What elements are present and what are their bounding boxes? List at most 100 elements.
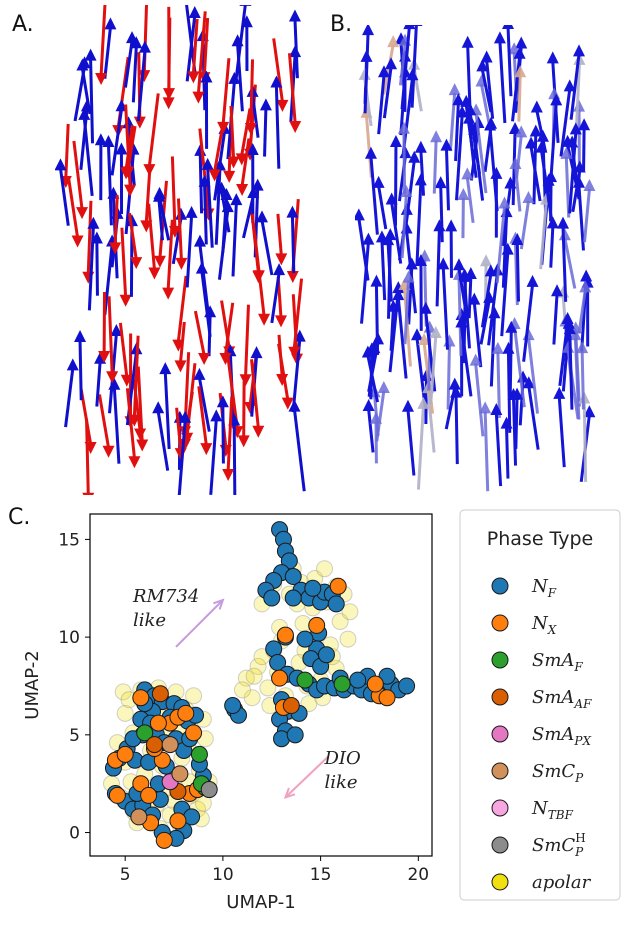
dipole-arrow [143,93,160,177]
dipole-arrow [123,31,139,88]
x-tick-label: 15 [310,865,332,885]
dipole-arrow [362,25,375,114]
dipole-arrow [255,210,274,276]
dipole-arrow [388,281,405,373]
dipole-arrow [519,190,535,250]
dipole-arrow [198,174,211,245]
scatter-point [308,616,326,634]
dipole-arrow [511,232,524,302]
dipole-arrow [444,377,461,430]
dipole-arrow [147,203,161,280]
dipole-arrow [84,48,97,144]
scatter-point [263,589,281,607]
dipole-arrow [168,156,181,238]
dipole-arrow [382,35,400,95]
dipole-arrow [400,25,416,110]
dipole-arrow [64,358,79,428]
dipole-arrow [106,296,119,384]
scatter-point [155,831,173,849]
dipole-arrow [136,366,149,452]
dipole-arrow [193,310,211,365]
dipole-arrow [370,274,383,355]
scatter-point [132,775,150,793]
dipole-arrow [553,386,566,468]
dipole-arrow [400,185,413,259]
dipole-arrow [227,105,240,169]
dipole-arrow [102,134,115,226]
dipole-arrow [193,367,211,432]
legend-label: apolar [532,872,592,893]
dipole-arrow [125,388,141,469]
legend-entry: NX [491,613,557,637]
scatter-point [108,786,126,804]
legend-marker [491,725,509,743]
dipole-arrow [215,181,231,233]
scatter-point [185,687,203,705]
dipole-arrow [563,322,576,410]
dipole-arrows-panel-a [55,5,306,495]
dipole-arrow [452,93,465,162]
dipole-arrow [230,193,243,277]
legend: Phase TypeNFNXSmAFSmAAFSmAPXSmCPNTBFSmCP… [459,509,621,901]
dipole-arrow [502,25,515,97]
scatter-point [341,603,359,621]
dipole-arrow [153,186,171,241]
dipole-arrow [222,396,235,482]
dipole-arrow [392,288,408,379]
dipole-arrow [234,5,252,85]
scatter-point [276,626,294,644]
dipole-arrow [288,399,306,492]
scatter-point [149,714,167,732]
dipole-arrow [67,179,84,248]
scatter-point [296,671,314,689]
dipole-arrow [187,18,200,84]
scatter-point [171,765,189,783]
scatter-point [190,745,208,763]
legend-marker [491,614,509,632]
dipole-arrow [287,53,302,133]
annotation-0: RM734 like [132,586,225,648]
dipole-arrow [119,227,132,307]
scatter-point [116,745,134,763]
dipole-arrow [509,157,522,212]
scatter-point [316,560,334,578]
dipole-arrow [479,290,496,345]
y-tick-label: 15 [58,530,80,550]
x-tick-label: 20 [407,865,429,885]
scatter-point [169,812,187,830]
legend-entry: SmCPH [491,831,586,859]
dipole-arrow [546,216,559,268]
scatter-point [327,595,345,613]
panel-label-b: B. [330,12,353,37]
scatter-point [317,646,335,664]
dipole-arrow [244,59,257,135]
legend-entry: SmCP [491,761,584,785]
dipole-arrow [79,387,97,455]
dipole-arrow [445,219,458,278]
dipole-arrow [551,284,564,345]
scatter-point [333,675,351,693]
dipole-arrow [560,146,573,218]
scatter-point [200,781,218,799]
panel-label-c: C. [8,505,31,530]
legend-marker [491,762,509,780]
dipole-arrow [239,304,252,387]
scatter-point [245,667,263,685]
dipole-arrow [401,399,416,476]
legend-title: Phase Type [487,528,593,550]
annotation-text: DIO [324,748,362,769]
scatter-point [280,552,298,570]
dipole-arrow [525,136,542,202]
dipole-arrow [578,118,591,173]
dipole-arrow [185,205,198,288]
annotation-1: DIO like [283,748,362,799]
scatter-point [233,681,251,699]
scatter-point [132,689,150,707]
dipole-arrow [414,140,427,196]
dipole-arrow [568,122,582,214]
dipole-arrow [73,56,91,122]
series-N-X [106,577,396,849]
dipole-arrow [430,130,443,194]
scatter-point [296,630,314,648]
dipole-arrow [434,176,447,243]
